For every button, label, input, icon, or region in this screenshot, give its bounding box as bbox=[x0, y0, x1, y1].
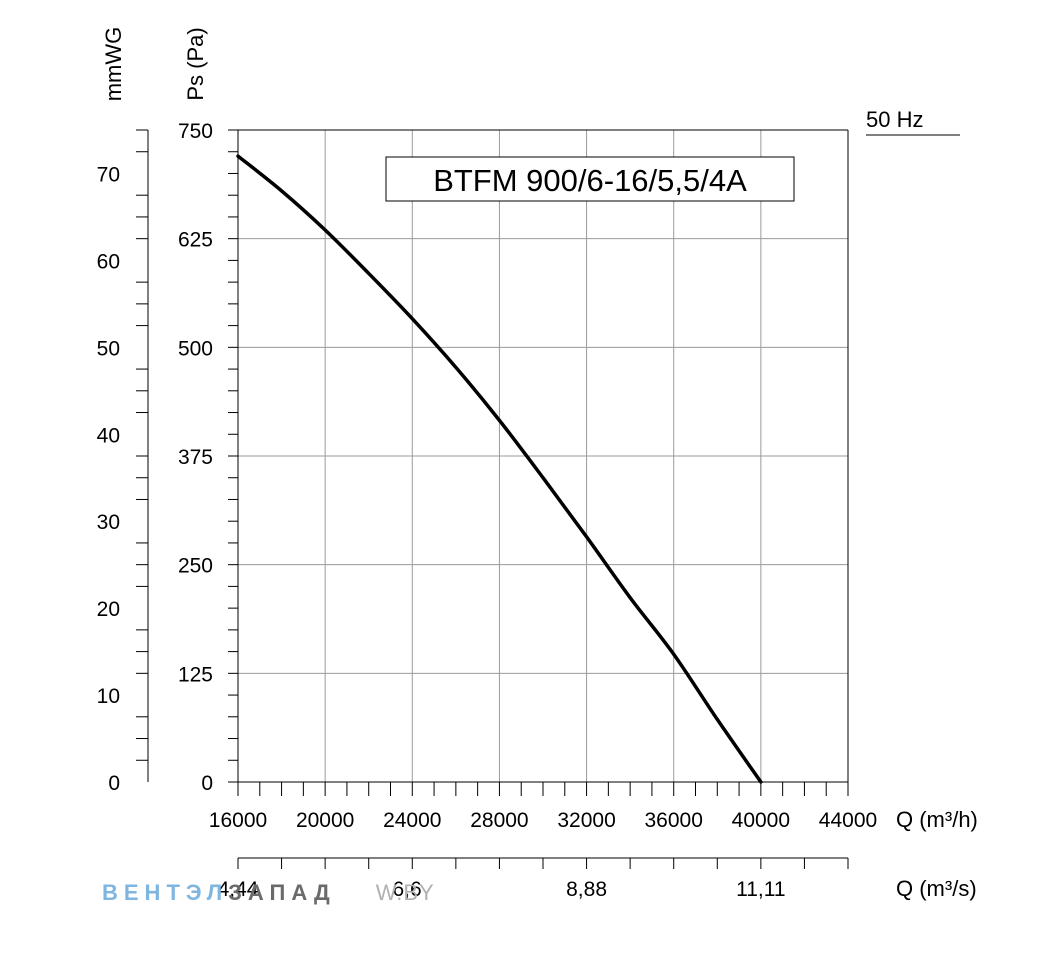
x-axis-label: Q (m³/h) bbox=[896, 807, 978, 832]
watermark-part-3: W.BY bbox=[375, 880, 435, 905]
x2-axis-label: Q (m³/s) bbox=[896, 876, 977, 901]
watermark-part-2: ЗАПАД bbox=[228, 880, 336, 905]
x-tick-label: 32000 bbox=[557, 809, 615, 832]
grid-lines bbox=[237, 129, 849, 783]
mmwg-tick-label: 10 bbox=[97, 685, 120, 708]
frequency-label: 50 Hz bbox=[866, 107, 923, 132]
x2-tick-label: 4,44 bbox=[218, 878, 259, 901]
mmwg-tick-label: 20 bbox=[97, 598, 120, 621]
minor-ticks bbox=[136, 129, 849, 869]
x-tick-label: 44000 bbox=[819, 809, 877, 832]
mmwg-tick-label: 70 bbox=[97, 163, 120, 186]
pa-tick-label: 375 bbox=[178, 446, 213, 469]
axes bbox=[147, 129, 849, 859]
x-tick-label: 40000 bbox=[732, 809, 790, 832]
x2-tick-label: 8,88 bbox=[566, 878, 607, 901]
watermark-part-1: ВЕНТЭЛ bbox=[102, 880, 229, 905]
pa-tick-label: 0 bbox=[201, 772, 213, 795]
x-tick-label: 20000 bbox=[296, 809, 354, 832]
x-tick-label: 16000 bbox=[209, 809, 267, 832]
x-tick-label: 36000 bbox=[645, 809, 703, 832]
watermark-logo: ВЕНТЭЛЗАПАД W.BY bbox=[102, 880, 435, 906]
chart-title: BTFM 900/6-16/5,5/4A bbox=[433, 163, 747, 198]
title-box bbox=[385, 156, 795, 202]
tick-labels: 0 125 250 375 500 625 750 0 10 20 30 40 50 60 70 16000 2… bbox=[97, 120, 878, 901]
pa-tick-label: 125 bbox=[178, 663, 213, 686]
pa-tick-label: 250 bbox=[178, 555, 213, 578]
x-tick-label: 28000 bbox=[470, 809, 528, 832]
pa-tick-label: 750 bbox=[178, 120, 213, 143]
pa-tick-label: 500 bbox=[178, 337, 213, 360]
mmwg-tick-label: 0 bbox=[108, 772, 120, 795]
x-tick-label: 24000 bbox=[383, 809, 441, 832]
x2-tick-label: 11,11 bbox=[736, 878, 785, 901]
y-axis-label: Ps (Pa) bbox=[183, 27, 208, 100]
mmwg-tick-label: 40 bbox=[97, 424, 120, 447]
performance-curve-group bbox=[236, 154, 763, 784]
mmwg-tick-label: 60 bbox=[97, 250, 120, 273]
performance-curve bbox=[236, 154, 763, 784]
mmwg-tick-label: 30 bbox=[97, 511, 120, 534]
x2-tick-label: 6,6 bbox=[392, 878, 421, 901]
y2-axis-label: mmWG bbox=[101, 27, 126, 102]
pa-tick-label: 625 bbox=[178, 229, 213, 252]
mmwg-tick-label: 50 bbox=[97, 337, 120, 360]
